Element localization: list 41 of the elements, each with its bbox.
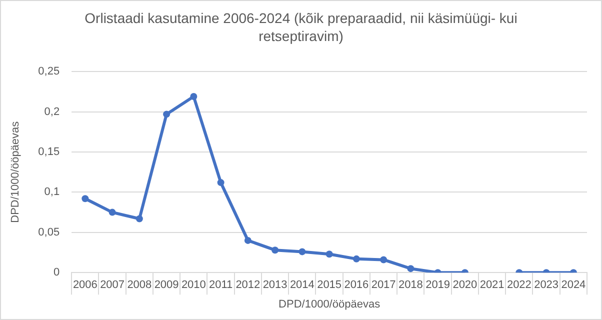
x-tick-label: 2007 — [100, 279, 125, 292]
x-axis-title: DPD/1000/ööpäevas — [278, 298, 381, 310]
x-tick-label: 2016 — [344, 279, 369, 292]
point — [326, 250, 333, 258]
x-tick-label: 2022 — [506, 279, 532, 292]
point — [163, 110, 170, 118]
point — [352, 255, 360, 262]
x-tick-label: 2013 — [262, 279, 288, 292]
y-tick-label: 0 — [53, 266, 60, 279]
chart-title: Orlistaadi kasutamine 2006-2024 (kõik preparaadid, nii käsimüügi- kui retseptiravim) — [84, 9, 518, 46]
x-tick-label: 2008 — [127, 279, 152, 292]
x-tick-label: 2011 — [208, 279, 233, 292]
x-tick-label: 2015 — [317, 279, 342, 292]
point — [244, 236, 252, 244]
x-tick-label: 2017 — [371, 279, 396, 292]
x-tick-label: 2006 — [72, 279, 98, 292]
point — [217, 179, 224, 186]
y-tick-label: 0,2 — [44, 106, 60, 118]
x-tick-label: 2010 — [181, 279, 206, 292]
x-tick-label: 2009 — [154, 279, 179, 292]
y-tick-label: 0,05 — [38, 226, 60, 238]
point — [380, 256, 388, 264]
y-tick-label: 0,1 — [44, 186, 60, 198]
point — [272, 246, 279, 254]
x-tick-label: 2023 — [534, 279, 559, 292]
y-tick-label: 0,25 — [38, 66, 60, 78]
x-tick-label: 2024 — [561, 279, 586, 292]
point — [136, 215, 143, 222]
point — [190, 93, 198, 100]
x-tick-label: 2018 — [398, 279, 423, 292]
point — [108, 208, 116, 216]
y-tick-label: 0,15 — [38, 146, 60, 158]
x-tick-label: 2020 — [452, 279, 478, 292]
point — [298, 248, 306, 256]
point — [407, 265, 414, 272]
x-tick-label: 2012 — [236, 279, 260, 292]
point — [82, 195, 89, 202]
y-axis-title: DPD/1000/ööpäevas — [10, 120, 22, 223]
x-tick-label: 2014 — [290, 279, 314, 292]
x-tick-label: 2021 — [480, 279, 504, 292]
x-tick-label: 2019 — [426, 279, 450, 292]
